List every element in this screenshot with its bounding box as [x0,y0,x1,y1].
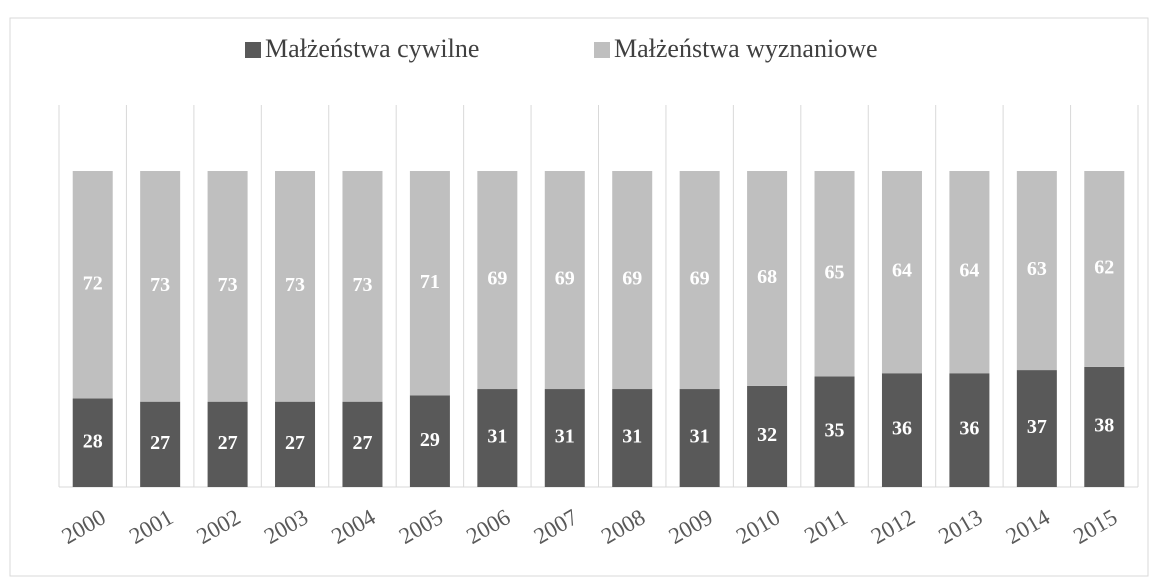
bar-segment [1084,171,1125,367]
data-label: 36 [959,418,979,440]
legend-label: Małżeństwa cywilne [265,34,479,63]
data-label: 71 [420,271,440,293]
bar-segment [275,171,316,402]
data-label: 73 [150,274,170,296]
data-label: 27 [352,432,372,454]
bar-segment [679,389,720,487]
data-label: 73 [352,274,372,296]
bar-segment [881,171,922,374]
bar-segment [881,373,922,487]
data-label: 73 [218,274,238,296]
bar-segment [342,171,383,402]
bar-segment [477,389,518,487]
data-label: 31 [690,426,710,448]
legend-label: Małżeństwa wyznaniowe [614,34,878,63]
bar-segment [814,376,855,487]
data-label: 73 [285,274,305,296]
data-label: 65 [825,261,845,283]
bar-segment [409,171,450,396]
bar-segment [544,171,585,390]
data-label: 64 [959,260,979,282]
data-label: 72 [83,272,103,294]
bar-segment [1084,366,1125,487]
data-label: 63 [1027,258,1047,280]
bar-segment [207,401,248,487]
data-label: 37 [1027,416,1047,438]
bar-segment [814,171,855,377]
data-label: 69 [555,268,575,290]
legend-swatch [594,42,610,58]
data-label: 36 [892,418,912,440]
data-label: 69 [622,268,642,290]
data-label: 27 [150,432,170,454]
bar-segment [949,373,990,487]
data-label: 31 [555,426,575,448]
legend-swatch [245,42,261,58]
bar-segment [747,171,788,386]
data-label: 35 [825,419,845,441]
bar-segment [1016,370,1057,487]
data-label: 31 [487,426,507,448]
data-label: 28 [83,430,103,452]
bar-segment [1016,171,1057,371]
bar-segment [949,171,990,374]
bar-segment [612,171,653,390]
data-label: 32 [757,424,777,446]
data-label: 27 [218,432,238,454]
bar-segment [342,401,383,487]
bar-segment [72,398,113,487]
bar-segment [207,171,248,402]
bar-segment [679,171,720,390]
bar-segment [477,171,518,390]
bar-segment [747,385,788,487]
data-label: 69 [690,268,710,290]
bar-segment [612,389,653,487]
data-label: 64 [892,260,912,282]
data-label: 29 [420,429,440,451]
bar-segment [544,389,585,487]
bar-segment [140,401,181,487]
data-label: 62 [1094,257,1114,279]
bar-segment [140,171,181,402]
data-label: 27 [285,432,305,454]
bar-segment [275,401,316,487]
bar-segment [409,395,450,487]
data-label: 38 [1094,415,1114,437]
bar-segment [72,171,113,399]
data-label: 68 [757,266,777,288]
data-label: 69 [487,268,507,290]
data-label: 31 [622,426,642,448]
